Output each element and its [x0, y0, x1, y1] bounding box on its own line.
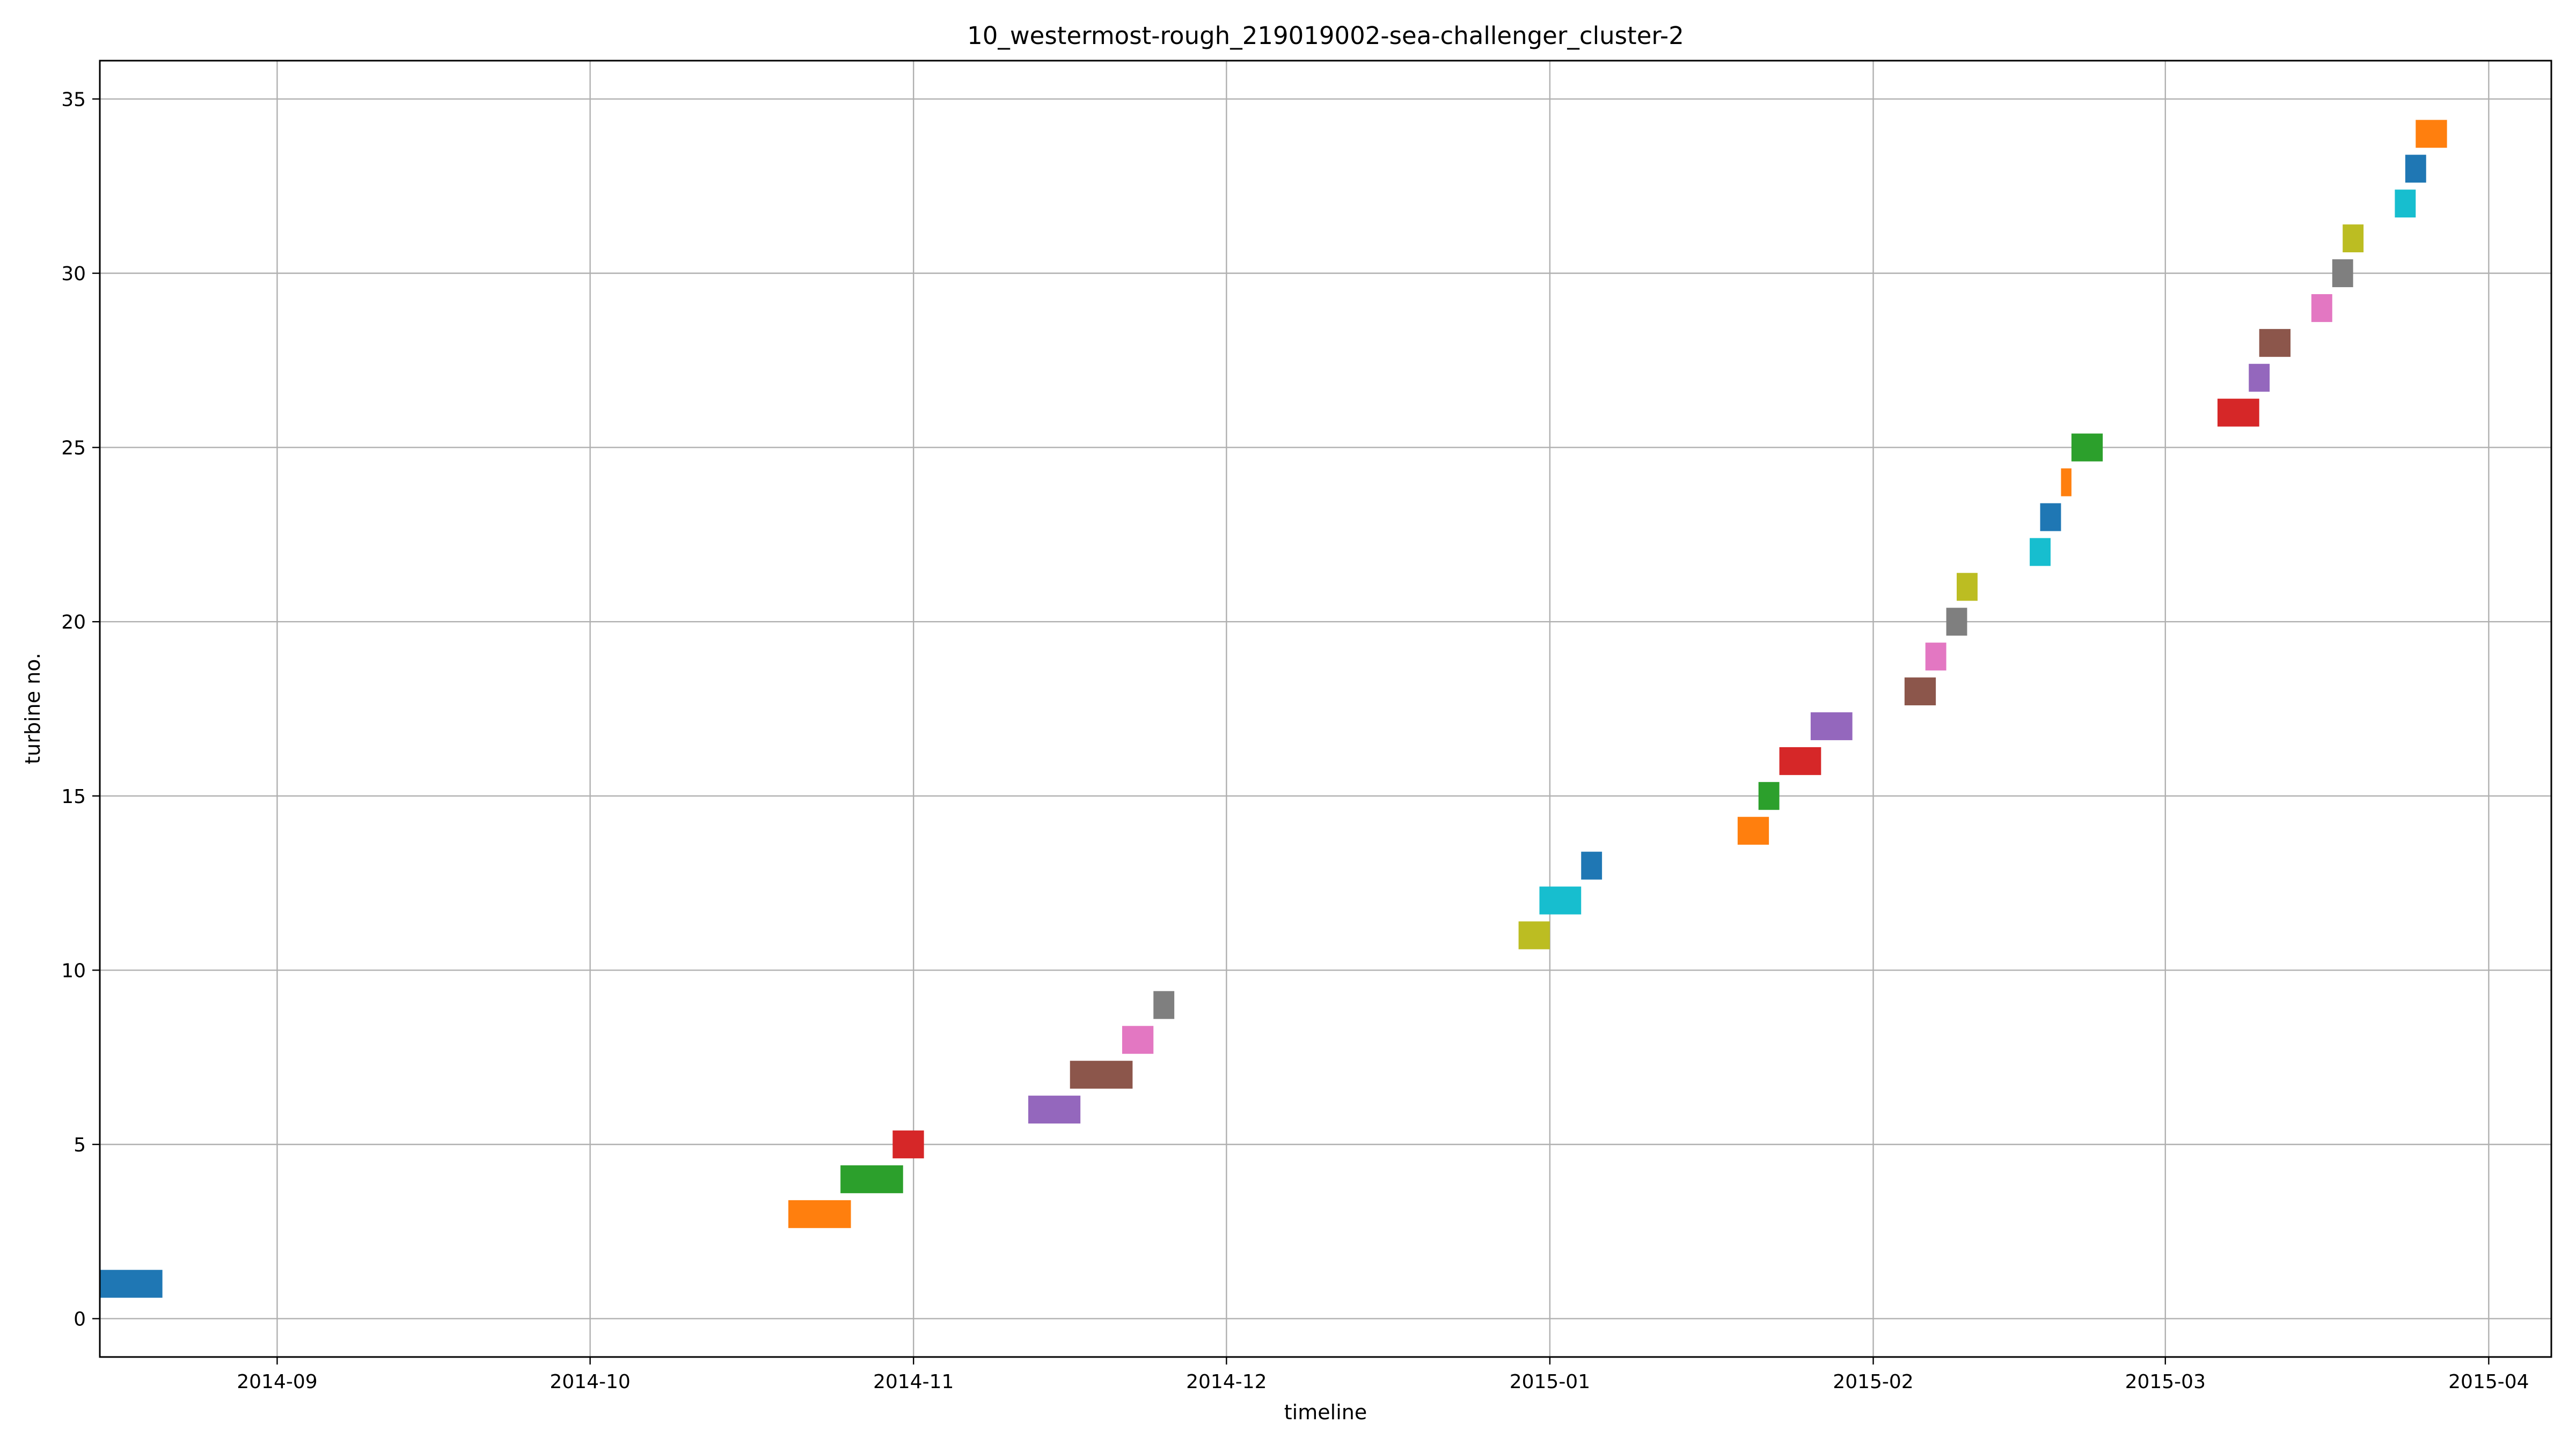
turbine-bar-24 — [2061, 468, 2072, 497]
turbine-bar-13 — [1581, 851, 1602, 880]
turbine-bar-30 — [2332, 259, 2353, 287]
turbine-bar-6 — [1028, 1096, 1081, 1124]
turbine-bar-34 — [2416, 120, 2447, 148]
x-tick-label: 2014-09 — [237, 1371, 317, 1393]
turbine-bar-19 — [1925, 643, 1946, 671]
turbine-bar-9 — [1153, 991, 1175, 1019]
x-axis-ticks: 2014-09 2014-10 2014-11 2014-12 2015-01 2015-… — [237, 1357, 2529, 1393]
x-tick-label: 2014-11 — [873, 1371, 954, 1393]
y-tick-label: 20 — [61, 611, 86, 633]
x-axis-label: timeline — [1284, 1400, 1367, 1424]
turbine-bar-4 — [840, 1165, 903, 1193]
turbine-bar-27 — [2249, 363, 2270, 392]
turbine-bar-17 — [1810, 712, 1853, 740]
turbine-bar-8 — [1122, 1026, 1154, 1054]
y-tick-label: 15 — [61, 786, 86, 808]
y-axis-ticks: 0 5 10 15 20 25 30 35 — [61, 89, 100, 1331]
y-tick-label: 35 — [61, 89, 86, 111]
turbine-bar-25 — [2071, 433, 2103, 462]
turbine-bar-11 — [1518, 921, 1550, 950]
x-tick-label: 2015-02 — [1833, 1371, 1913, 1393]
y-tick-label: 30 — [61, 263, 86, 285]
bars — [100, 120, 2447, 1298]
turbine-bar-5 — [892, 1130, 924, 1158]
x-tick-label: 2015-01 — [1510, 1371, 1590, 1393]
turbine-bar-33 — [2405, 155, 2426, 183]
turbine-bar-15 — [1758, 782, 1780, 810]
turbine-bar-3 — [788, 1200, 851, 1228]
x-tick-label: 2015-03 — [2125, 1371, 2206, 1393]
x-tick-label: 2015-04 — [2448, 1371, 2529, 1393]
x-tick-label: 2014-12 — [1186, 1371, 1267, 1393]
chart-title: 10_westermost-rough_219019002-sea-challe… — [967, 21, 1684, 50]
turbine-bar-32 — [2395, 189, 2416, 218]
y-tick-label: 10 — [61, 960, 86, 982]
turbine-bar-20 — [1946, 608, 1967, 636]
y-tick-label: 5 — [74, 1134, 86, 1156]
turbine-bar-26 — [2217, 398, 2259, 427]
turbine-bar-12 — [1539, 886, 1582, 915]
turbine-bar-28 — [2259, 329, 2291, 357]
turbine-bar-22 — [2030, 538, 2051, 566]
grid-lines — [100, 61, 2551, 1357]
y-axis-label: turbine no. — [21, 653, 45, 764]
turbine-bar-29 — [2311, 294, 2332, 322]
turbine-bar-18 — [1904, 677, 1936, 706]
turbine-bar-16 — [1779, 747, 1821, 775]
turbine-bar-14 — [1737, 816, 1769, 845]
turbine-bar-31 — [2343, 224, 2364, 253]
turbine-bar-23 — [2040, 503, 2061, 531]
x-tick-label: 2014-10 — [550, 1371, 630, 1393]
turbine-bar-7 — [1070, 1061, 1133, 1089]
y-tick-label: 25 — [61, 437, 86, 459]
turbine-bar-21 — [1957, 573, 1978, 601]
y-tick-label: 0 — [74, 1309, 86, 1331]
plot-frame — [99, 60, 2552, 1358]
turbine-bar-1 — [100, 1269, 163, 1298]
